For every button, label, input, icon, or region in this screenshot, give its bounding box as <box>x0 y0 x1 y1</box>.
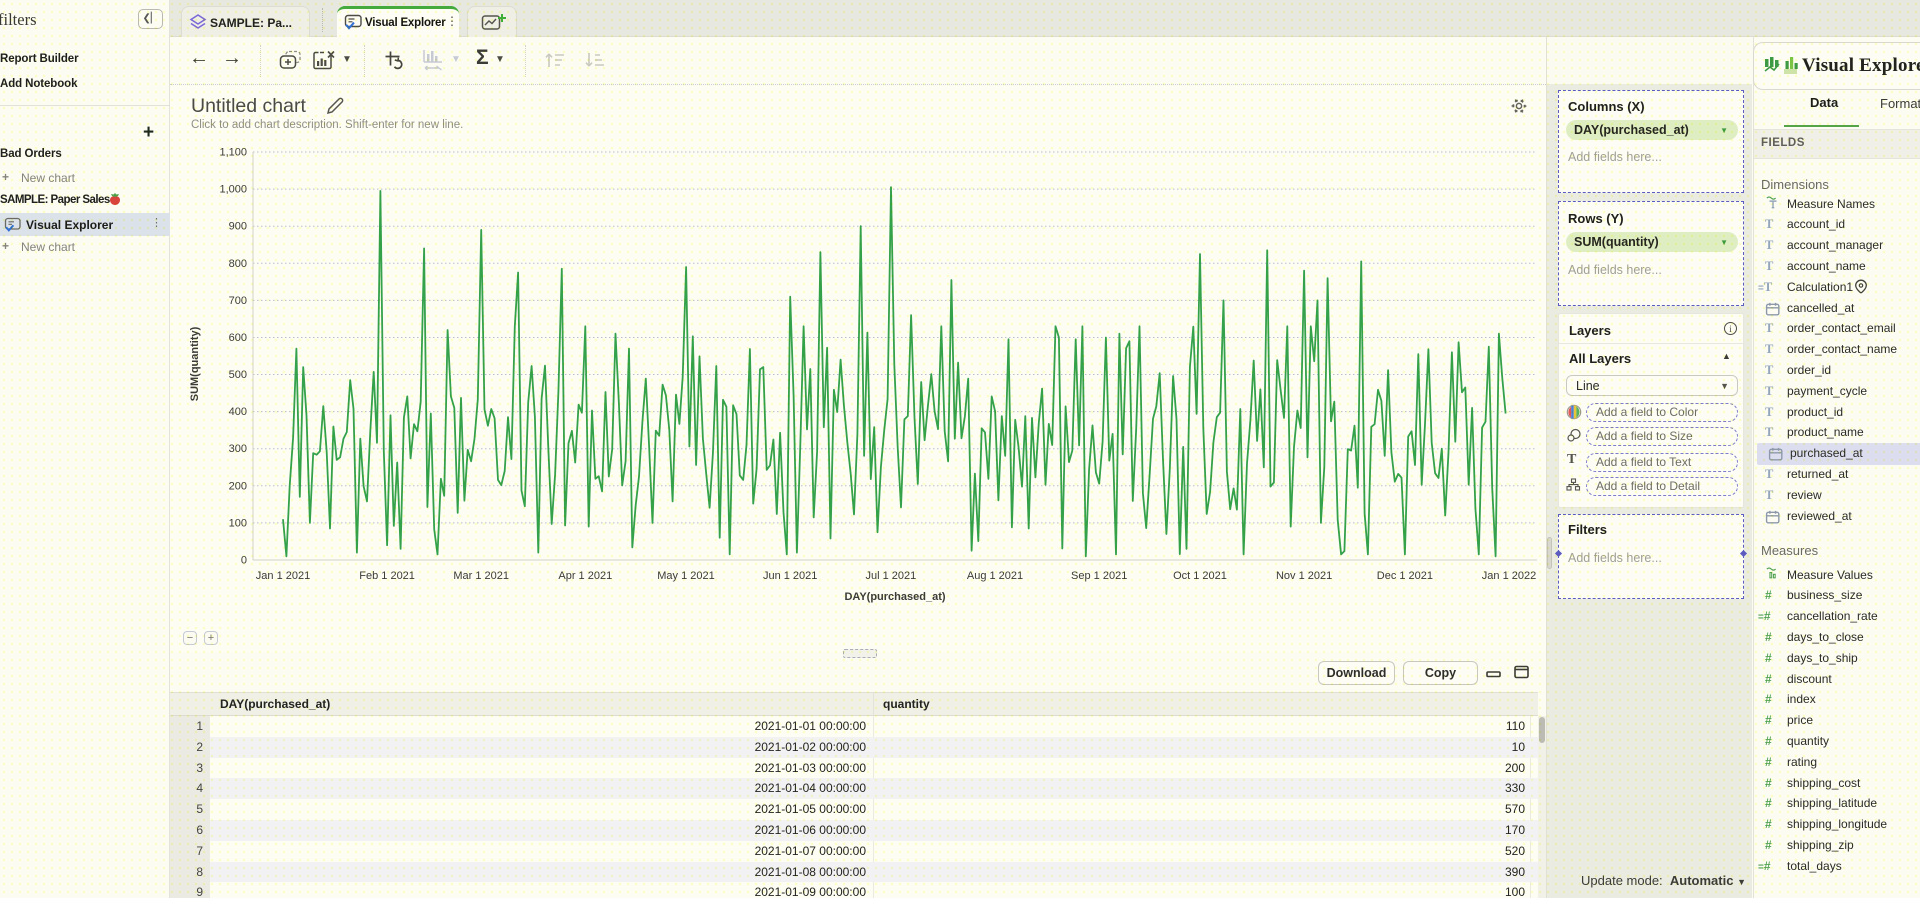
svg-text:1,100: 1,100 <box>219 147 247 159</box>
svg-text:900: 900 <box>229 221 247 233</box>
svg-text:100: 100 <box>229 517 247 529</box>
svg-text:600: 600 <box>229 332 247 344</box>
svg-text:Nov 1 2021: Nov 1 2021 <box>1276 570 1332 582</box>
svg-text:1,000: 1,000 <box>219 184 247 196</box>
svg-text:May 1 2021: May 1 2021 <box>657 570 714 582</box>
svg-text:Feb 1 2021: Feb 1 2021 <box>359 570 415 582</box>
svg-text:Sep 1 2021: Sep 1 2021 <box>1071 570 1127 582</box>
svg-text:500: 500 <box>229 369 247 381</box>
svg-text:700: 700 <box>229 295 247 307</box>
svg-text:Dec 1 2021: Dec 1 2021 <box>1377 570 1433 582</box>
svg-text:Jan 1 2021: Jan 1 2021 <box>256 570 310 582</box>
svg-text:DAY(purchased_at): DAY(purchased_at) <box>844 591 945 603</box>
svg-text:Jun 1 2021: Jun 1 2021 <box>763 570 817 582</box>
svg-text:800: 800 <box>229 258 247 270</box>
svg-text:200: 200 <box>229 480 247 492</box>
svg-text:SUM(quantity): SUM(quantity) <box>189 326 201 401</box>
svg-text:400: 400 <box>229 406 247 418</box>
svg-text:300: 300 <box>229 443 247 455</box>
svg-text:Jul 1 2021: Jul 1 2021 <box>866 570 917 582</box>
svg-text:Apr 1 2021: Apr 1 2021 <box>558 570 612 582</box>
svg-text:Aug 1 2021: Aug 1 2021 <box>967 570 1023 582</box>
svg-text:Jan 1 2022: Jan 1 2022 <box>1482 570 1536 582</box>
svg-text:Mar 1 2021: Mar 1 2021 <box>453 570 509 582</box>
svg-text:0: 0 <box>241 555 247 567</box>
svg-text:Oct 1 2021: Oct 1 2021 <box>1173 570 1227 582</box>
